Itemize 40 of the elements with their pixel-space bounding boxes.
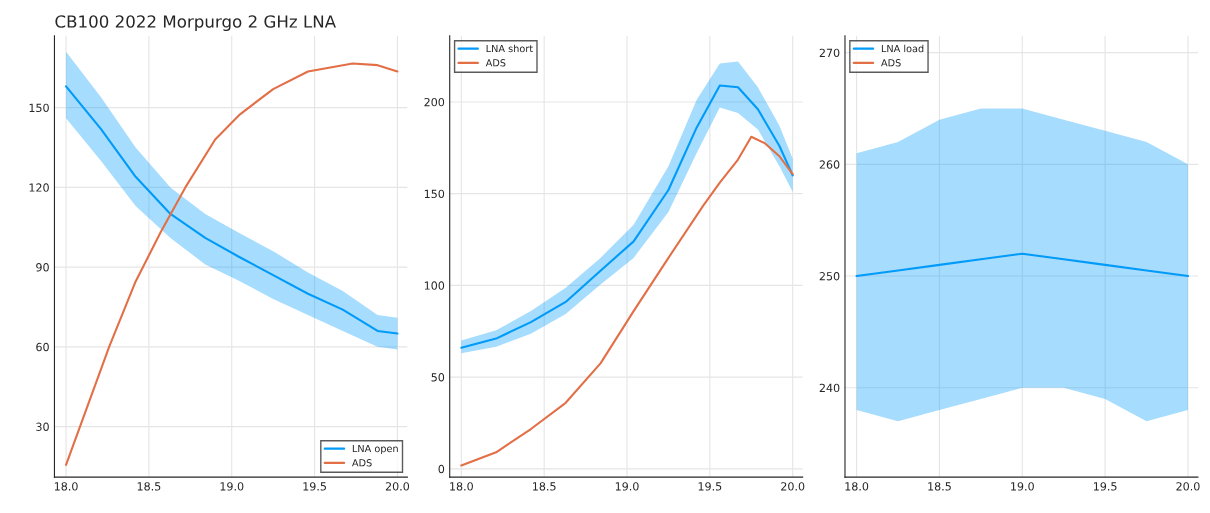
y-tick-label: 200 (424, 97, 445, 107)
legend-label: LNA short (486, 44, 533, 53)
line-series (65, 85, 399, 335)
line-series (65, 62, 399, 466)
x-tick-label: 19.5 (1093, 482, 1117, 491)
line-series (855, 252, 1189, 278)
chart-title: CB100 2022 Morpurgo 2 GHz LNA (55, 15, 336, 32)
x-tick-label: 18.0 (845, 482, 869, 491)
legend-label: ADS (485, 59, 506, 67)
legend-label: LNA open (352, 444, 398, 455)
x-tick-label: 19.0 (220, 482, 244, 491)
x-tick-label: 18.5 (533, 482, 556, 491)
x-tick-label: 18.0 (450, 482, 473, 491)
line-series (460, 135, 794, 467)
x-tick-label: 19.5 (698, 482, 722, 491)
legend-label: ADS (881, 59, 901, 67)
y-tick-label: 120 (29, 183, 49, 192)
legend-label: LNA load (881, 44, 924, 53)
x-tick-label: 19.5 (303, 482, 326, 491)
x-tick-label: 18.0 (54, 482, 78, 491)
y-tick-label: 0 (438, 464, 445, 474)
y-tick-label: 240 (819, 383, 840, 393)
y-tick-label: 100 (424, 281, 445, 290)
y-tick-label: 150 (424, 189, 445, 199)
y-tick-label: 60 (36, 342, 49, 352)
y-tick-label: 30 (36, 422, 49, 431)
x-tick-label: 18.5 (928, 482, 951, 491)
legend-label: ADS (352, 459, 372, 467)
x-tick-label: 20.0 (1176, 482, 1200, 491)
y-tick-label: 90 (36, 263, 49, 272)
y-tick-label: 50 (431, 373, 445, 382)
y-tick-label: 260 (819, 160, 840, 169)
y-tick-label: 150 (29, 103, 49, 113)
x-tick-label: 20.0 (385, 482, 410, 491)
x-tick-label: 19.0 (615, 482, 639, 491)
y-tick-label: 270 (819, 48, 840, 58)
y-tick-label: 250 (819, 272, 840, 281)
x-tick-label: 20.0 (781, 482, 805, 491)
x-tick-label: 19.0 (1011, 482, 1034, 491)
x-tick-label: 18.5 (137, 482, 161, 491)
